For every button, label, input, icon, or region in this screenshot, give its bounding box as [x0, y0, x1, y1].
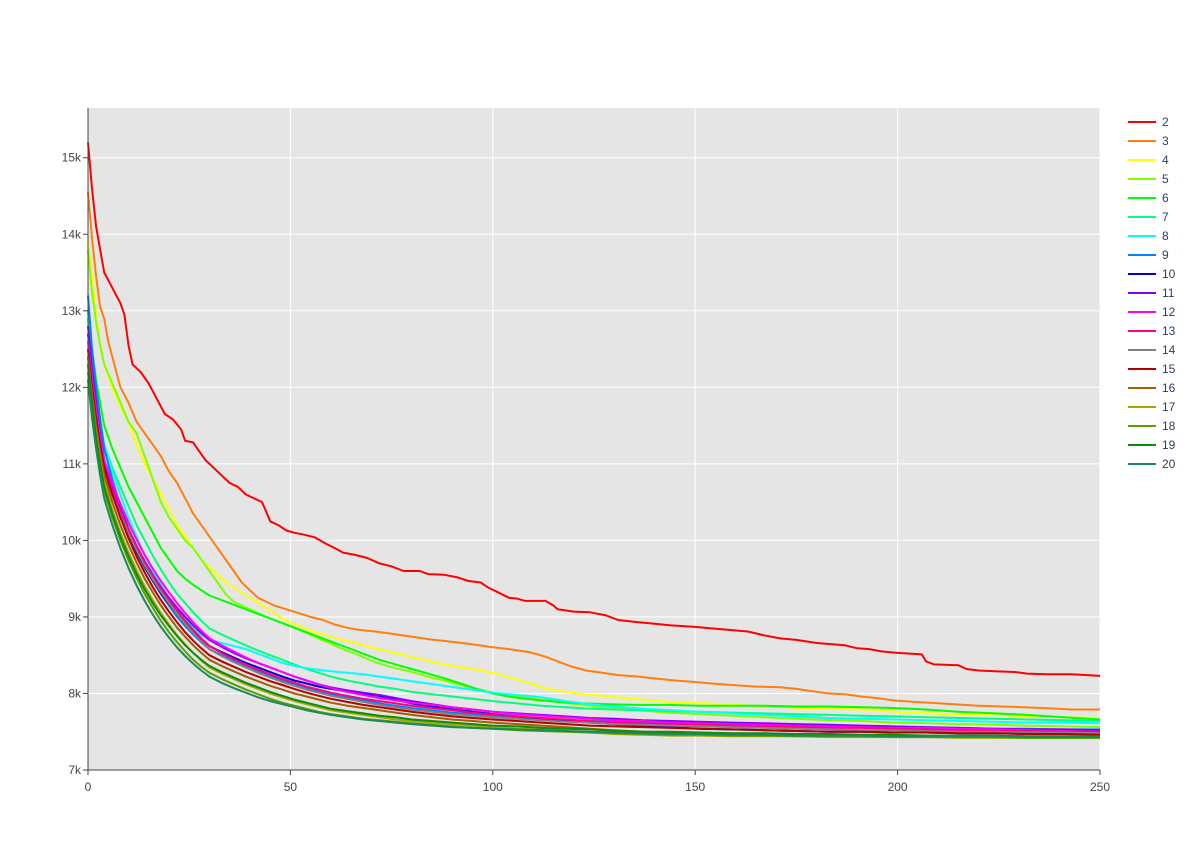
legend-item-3[interactable]: 3: [1128, 134, 1169, 148]
legend-item-4[interactable]: 4: [1128, 153, 1169, 167]
legend-label: 18: [1162, 419, 1176, 433]
x-tick-label: 250: [1090, 780, 1110, 794]
legend-item-20[interactable]: 20: [1128, 457, 1176, 471]
legend-label: 4: [1162, 153, 1169, 167]
legend-label: 5: [1162, 172, 1169, 186]
legend-item-13[interactable]: 13: [1128, 324, 1176, 338]
plot-background: [88, 108, 1100, 770]
legend-label: 3: [1162, 134, 1169, 148]
legend-item-19[interactable]: 19: [1128, 438, 1176, 452]
legend-label: 15: [1162, 362, 1176, 376]
y-tick-label: 11k: [63, 457, 82, 471]
legend-item-17[interactable]: 17: [1128, 400, 1176, 414]
legend-item-12[interactable]: 12: [1128, 305, 1176, 319]
legend[interactable]: 2 3 4 5 6 7 8 9 10 11 12 13 14 15 16 17 18 19 20: [1128, 115, 1176, 471]
legend-label: 9: [1162, 248, 1169, 262]
legend-item-6[interactable]: 6: [1128, 191, 1169, 205]
legend-item-2[interactable]: 2: [1128, 115, 1169, 129]
legend-label: 10: [1162, 267, 1176, 281]
y-tick-label: 8k: [68, 686, 82, 700]
legend-item-15[interactable]: 15: [1128, 362, 1176, 376]
legend-label: 11: [1162, 286, 1175, 300]
legend-label: 12: [1162, 305, 1176, 319]
series-line-14: [87, 356, 1101, 735]
x-tick-label: 0: [85, 780, 92, 794]
x-tick-label: 200: [888, 780, 908, 794]
series-line-3: [87, 192, 1100, 711]
y-tick-label: 9k: [68, 610, 82, 624]
legend-label: 8: [1162, 229, 1169, 243]
y-tick-label: 15k: [62, 151, 82, 165]
legend-label: 13: [1162, 324, 1176, 338]
legend-label: 16: [1162, 381, 1176, 395]
series-line-15: [87, 348, 1101, 736]
legend-item-11[interactable]: 11: [1128, 286, 1175, 300]
legend-item-9[interactable]: 9: [1128, 248, 1169, 262]
y-tick-label: 7k: [68, 763, 82, 777]
series-line-20: [87, 379, 1100, 739]
legend-item-18[interactable]: 18: [1128, 419, 1176, 433]
legend-item-8[interactable]: 8: [1128, 229, 1169, 243]
legend-item-7[interactable]: 7: [1128, 210, 1169, 224]
series-line-2: [87, 142, 1101, 677]
series-line-19: [87, 364, 1100, 738]
series-line-13: [87, 348, 1100, 733]
legend-label: 14: [1162, 343, 1176, 357]
x-tick-label: 50: [284, 780, 298, 794]
legend-label: 19: [1162, 438, 1176, 452]
legend-item-14[interactable]: 14: [1128, 343, 1176, 357]
legend-item-16[interactable]: 16: [1128, 381, 1176, 395]
y-tick-label: 13k: [62, 304, 82, 318]
x-tick-label: 100: [483, 780, 503, 794]
y-tick-label: 14k: [62, 227, 82, 241]
series-lines: [87, 142, 1101, 739]
x-tick-label: 150: [685, 780, 705, 794]
y-tick-label: 12k: [62, 380, 82, 394]
series-line-5: [87, 249, 1101, 729]
series-line-7: [87, 318, 1101, 722]
legend-label: 2: [1162, 115, 1169, 129]
legend-label: 17: [1162, 400, 1176, 414]
legend-item-5[interactable]: 5: [1128, 172, 1169, 186]
axes: 7k 8k 9k 10k 11k 12k 13k 14k 15k 0 50 100 150 200 250: [62, 108, 1110, 794]
legend-label: 7: [1162, 210, 1169, 224]
legend-item-10[interactable]: 10: [1128, 267, 1176, 281]
series-line-6: [87, 310, 1101, 721]
legend-label: 20: [1162, 457, 1176, 471]
legend-label: 6: [1162, 191, 1169, 205]
y-tick-label: 10k: [62, 533, 82, 547]
series-line-12: [87, 341, 1101, 733]
